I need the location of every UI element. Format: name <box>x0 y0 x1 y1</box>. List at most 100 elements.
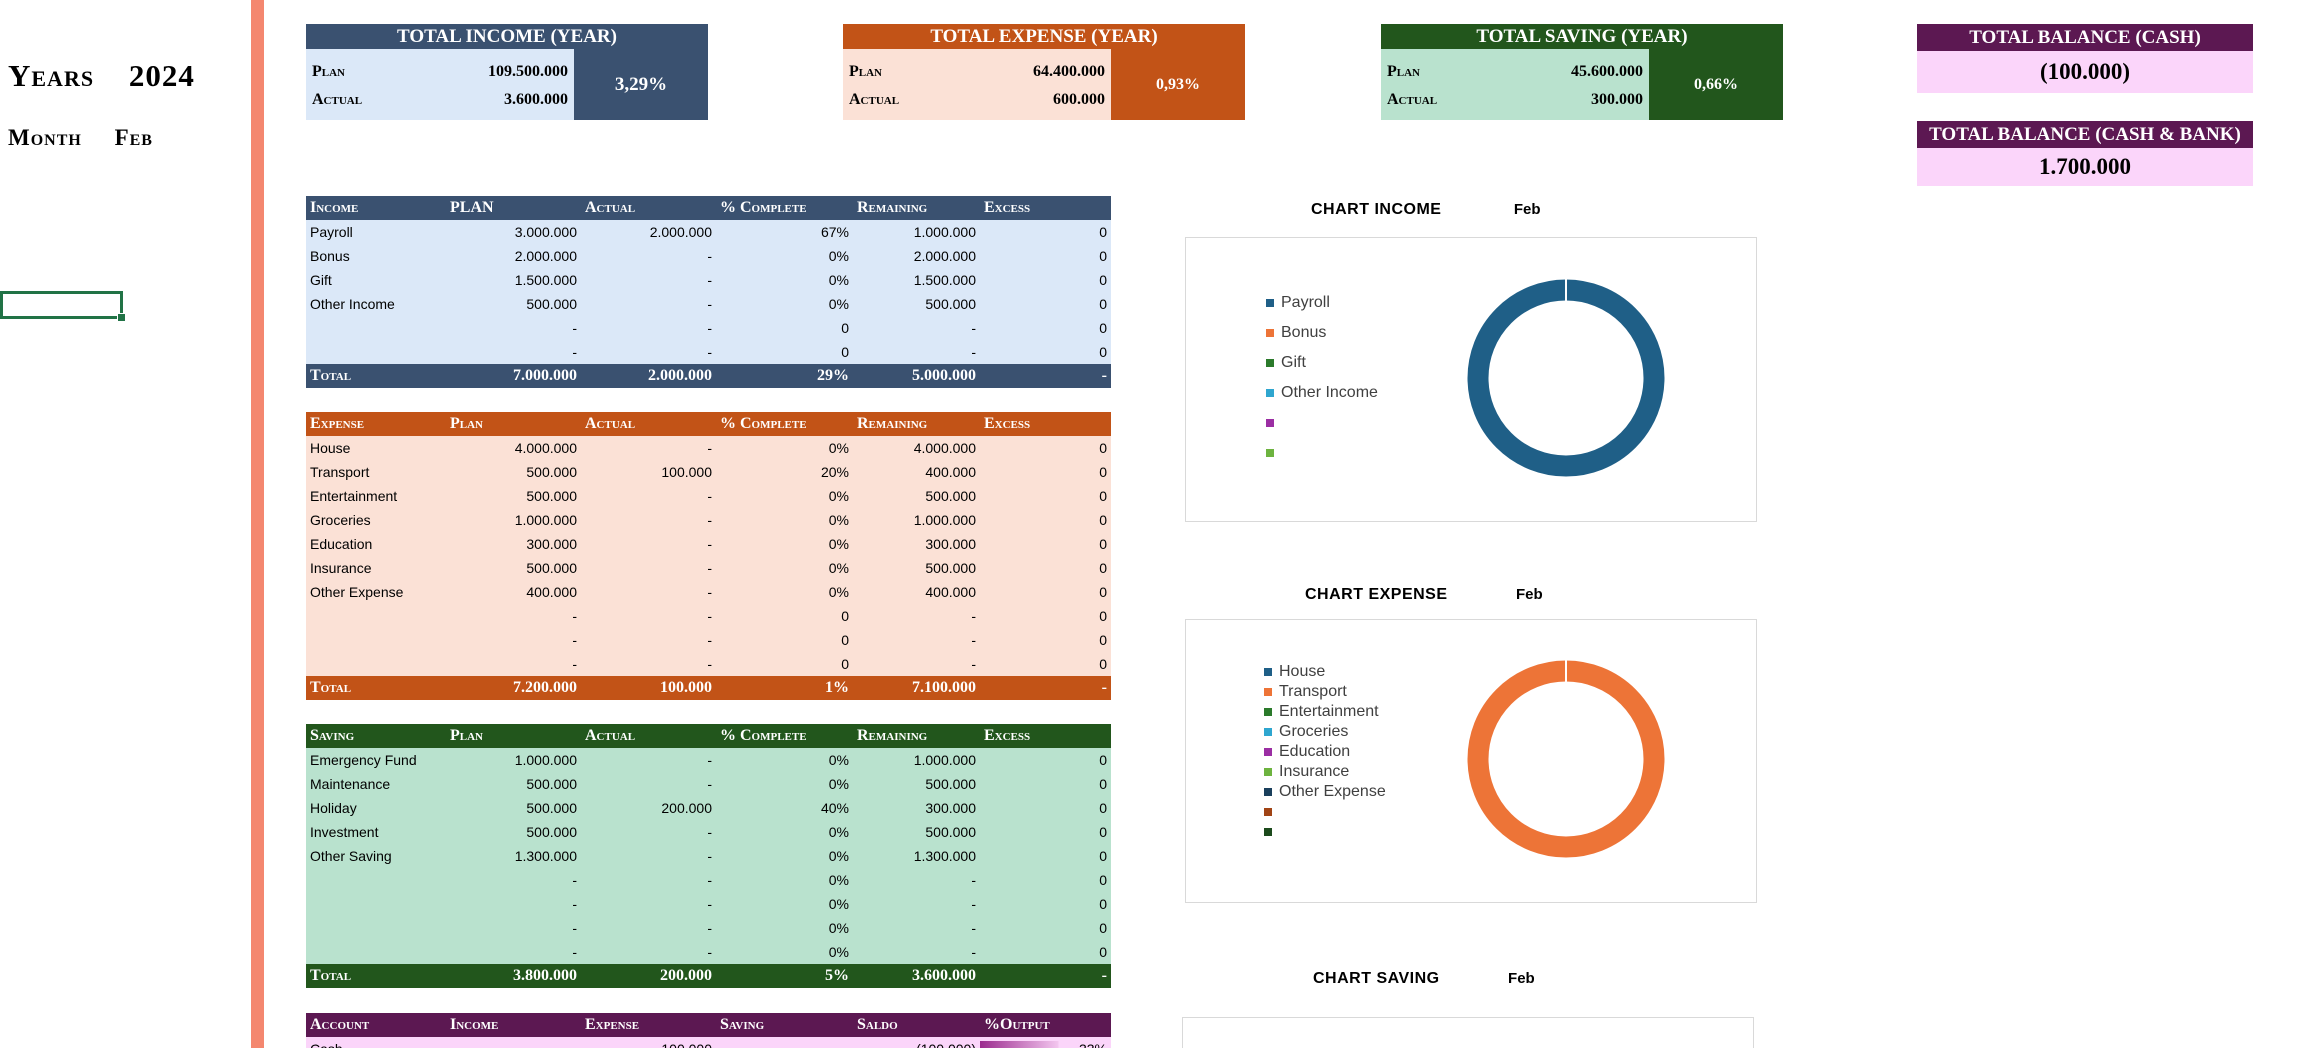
table-cell[interactable]: - <box>707 584 712 600</box>
table-cell[interactable]: - <box>707 944 712 960</box>
selected-cell[interactable] <box>0 291 123 319</box>
table-cell[interactable]: 1.000.000 <box>913 752 976 768</box>
table-cell[interactable]: - <box>707 512 712 528</box>
table-cell[interactable]: 500.000 <box>925 824 976 840</box>
table-cell[interactable]: 0% <box>828 272 849 288</box>
legend-item[interactable]: Entertainment <box>1264 702 1386 722</box>
table-cell[interactable]: 0% <box>828 536 849 552</box>
table-cell[interactable]: 1% <box>825 679 849 696</box>
table-cell[interactable]: 0 <box>1099 344 1107 360</box>
table-cell[interactable]: - <box>971 920 976 936</box>
table-cell[interactable]: 1.500.000 <box>514 272 577 288</box>
legend-item[interactable]: Other Expense <box>1264 782 1386 802</box>
table-cell[interactable]: Remaining <box>857 727 928 744</box>
table-cell[interactable]: 500.000 <box>925 296 976 312</box>
table-cell[interactable]: 0 <box>1099 248 1107 264</box>
table-cell[interactable]: % Complete <box>720 199 807 216</box>
table-cell[interactable]: 1.300.000 <box>913 848 976 864</box>
table-cell[interactable]: Total <box>310 367 352 384</box>
table-cell[interactable]: - <box>1101 967 1107 984</box>
table-cell[interactable]: 1.300.000 <box>514 848 577 864</box>
table-cell[interactable]: 0% <box>828 488 849 504</box>
table-cell[interactable]: 400.000 <box>925 464 976 480</box>
table-cell[interactable]: 400.000 <box>925 584 976 600</box>
table-cell[interactable]: 0 <box>1099 464 1107 480</box>
table-cell[interactable]: 7.100.000 <box>912 679 976 696</box>
table-cell[interactable]: 0% <box>828 248 849 264</box>
table-cell[interactable]: 0% <box>828 944 849 960</box>
table-cell[interactable]: - <box>572 944 577 960</box>
table-cell[interactable]: 5.000.000 <box>912 367 976 384</box>
table-cell[interactable]: 40% <box>820 800 849 816</box>
table-cell[interactable]: 300.000 <box>925 536 976 552</box>
table-cell[interactable]: Saving <box>310 727 355 744</box>
table-cell[interactable]: 500.000 <box>526 464 577 480</box>
table-cell[interactable]: House <box>310 440 351 456</box>
table-cell[interactable]: - <box>971 656 976 672</box>
legend-item[interactable]: Gift <box>1266 348 1378 378</box>
year-value[interactable]: 2024 <box>128 58 195 93</box>
table-cell[interactable]: 500.000 <box>925 488 976 504</box>
table-cell[interactable]: Cash <box>306 1041 446 1048</box>
table-cell[interactable]: Remaining <box>857 199 928 216</box>
table-cell[interactable]: 0 <box>1099 608 1107 624</box>
table-cell[interactable]: - <box>572 872 577 888</box>
table-cell[interactable]: - <box>1101 679 1107 696</box>
table-cell[interactable]: 400.000 <box>526 584 577 600</box>
table-cell[interactable]: 100.000 <box>581 1041 716 1048</box>
table-cell[interactable]: 4.000.000 <box>913 440 976 456</box>
table-cell[interactable]: Other Income <box>310 296 395 312</box>
table-cell[interactable]: 1.000.000 <box>913 224 976 240</box>
table-cell[interactable]: Excess <box>984 199 1031 216</box>
table-cell[interactable]: 200.000 <box>660 967 712 984</box>
table-cell[interactable]: Remaining <box>857 415 928 432</box>
table-cell[interactable]: 0 <box>1099 512 1107 528</box>
table-cell[interactable]: 500.000 <box>526 296 577 312</box>
table-cell[interactable]: 0 <box>1099 872 1107 888</box>
table-cell[interactable]: % Complete <box>720 415 807 432</box>
table-cell[interactable]: 0 <box>1099 752 1107 768</box>
donut-slice[interactable] <box>1467 660 1665 858</box>
table-cell[interactable]: - <box>707 272 712 288</box>
legend-item[interactable] <box>1266 408 1378 438</box>
table-cell[interactable]: 33% <box>980 1041 1111 1048</box>
table-cell[interactable]: 0 <box>841 608 849 624</box>
table-cell[interactable]: 20% <box>820 464 849 480</box>
table-cell[interactable]: 2.000.000 <box>648 367 712 384</box>
table-cell[interactable]: 0% <box>828 560 849 576</box>
table-cell[interactable]: Other Expense <box>310 584 404 600</box>
table-cell[interactable]: Actual <box>585 727 636 744</box>
table-cell[interactable]: 0 <box>1099 800 1107 816</box>
table-cell[interactable]: 500.000 <box>925 776 976 792</box>
table-cell[interactable]: 0 <box>1099 632 1107 648</box>
table-cell[interactable]: 0 <box>1099 320 1107 336</box>
legend-item[interactable]: House <box>1264 662 1386 682</box>
table-cell[interactable]: PLAN <box>450 199 494 216</box>
table-cell[interactable]: 29% <box>817 367 849 384</box>
legend-item[interactable] <box>1266 438 1378 468</box>
table-cell[interactable]: - <box>707 632 712 648</box>
table-cell[interactable]: 0 <box>841 344 849 360</box>
legend-item[interactable]: Other Income <box>1266 378 1378 408</box>
table-cell[interactable]: - <box>572 656 577 672</box>
table-cell[interactable]: Maintenance <box>310 776 391 792</box>
legend-item[interactable]: Education <box>1264 742 1386 762</box>
table-cell[interactable]: 0 <box>841 656 849 672</box>
table-cell[interactable]: %Output <box>984 1016 1050 1033</box>
table-cell[interactable]: - <box>707 536 712 552</box>
table-cell[interactable]: - <box>707 896 712 912</box>
table-cell[interactable]: - <box>1101 367 1107 384</box>
table-cell[interactable]: 0 <box>841 632 849 648</box>
table-cell[interactable]: 500.000 <box>526 488 577 504</box>
legend-item[interactable]: Insurance <box>1264 762 1386 782</box>
table-cell[interactable]: - <box>707 296 712 312</box>
table-cell[interactable]: 0 <box>1099 272 1107 288</box>
table-cell[interactable]: 3.800.000 <box>513 967 577 984</box>
table-cell[interactable]: - <box>707 872 712 888</box>
table-cell[interactable]: 200.000 <box>661 800 712 816</box>
table-cell[interactable]: 0% <box>828 896 849 912</box>
table-cell[interactable]: 0% <box>828 584 849 600</box>
table-cell[interactable]: - <box>971 872 976 888</box>
table-cell[interactable]: Groceries <box>310 512 371 528</box>
table-cell[interactable]: (100.000) <box>853 1041 980 1048</box>
